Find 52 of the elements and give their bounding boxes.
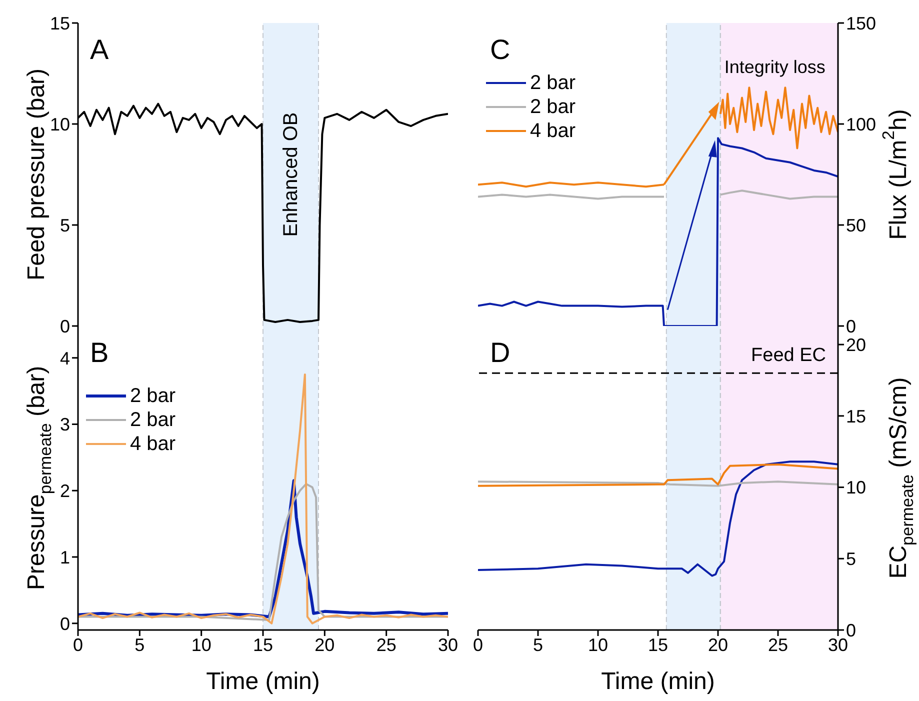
x-tick-label: 5 <box>134 634 145 655</box>
x-axis-title: Time (min) <box>601 668 715 695</box>
y-tick-label: 15 <box>846 406 866 426</box>
y-tick-label: 1 <box>60 547 70 568</box>
y-tick-label: 100 <box>846 114 876 134</box>
y-axis-title: Feed pressure (bar) <box>22 68 50 281</box>
x-tick-label: 20 <box>708 634 728 655</box>
legend-label: 2 bar <box>530 96 576 118</box>
x-tick-label: 0 <box>72 634 84 655</box>
x-tick-label: 0 <box>472 634 484 655</box>
y-tick-label: 0 <box>60 316 70 336</box>
x-tick-label: 15 <box>252 634 274 655</box>
y-tick-label: 150 <box>846 13 876 34</box>
y-tick-label: 10 <box>50 114 70 134</box>
line-series <box>478 463 838 487</box>
y-tick-label: 0 <box>846 620 856 640</box>
x-tick-label: 5 <box>532 634 544 655</box>
x-tick-label: 25 <box>376 634 396 655</box>
legend-label: 4 bar <box>130 433 176 455</box>
annotation: D <box>490 337 510 368</box>
y-tick-label: 10 <box>846 478 866 498</box>
y-tick-label: 5 <box>60 215 70 236</box>
y-tick-label: 0 <box>60 614 70 634</box>
line-series <box>78 373 448 624</box>
legend-label: 2 bar <box>530 72 576 94</box>
y-tick-label: 15 <box>50 13 70 34</box>
band-label: Enhanced OB <box>280 112 302 237</box>
x-axis-title: Time (min) <box>206 668 320 695</box>
line-series <box>478 460 838 577</box>
ref-line-label: Feed EC <box>751 345 826 366</box>
legend-label: 2 bar <box>130 385 176 407</box>
y-tick-label: 2 <box>60 481 70 501</box>
annotation: A <box>90 34 109 65</box>
line-series <box>478 137 838 326</box>
y-tick-label: 5 <box>846 549 856 570</box>
annotation: C <box>490 34 510 65</box>
annotation: B <box>90 337 109 368</box>
y-tick-label: 4 <box>60 348 70 368</box>
legend-label: 2 bar <box>130 409 176 431</box>
y-tick-label: 20 <box>846 334 866 355</box>
x-tick-label: 25 <box>768 634 788 655</box>
legend-label: 4 bar <box>530 120 576 142</box>
y-tick-label: 50 <box>846 215 866 236</box>
x-tick-label: 20 <box>314 634 335 655</box>
x-tick-label: 15 <box>648 634 668 655</box>
y-tick-label: 0 <box>846 316 856 336</box>
x-tick-label: 10 <box>588 634 608 655</box>
x-tick-label: 10 <box>191 634 212 655</box>
x-tick-label: 30 <box>438 634 458 655</box>
x-tick-label: 30 <box>828 634 848 655</box>
y-tick-label: 3 <box>60 414 70 435</box>
band-label: Integrity loss <box>724 57 826 77</box>
